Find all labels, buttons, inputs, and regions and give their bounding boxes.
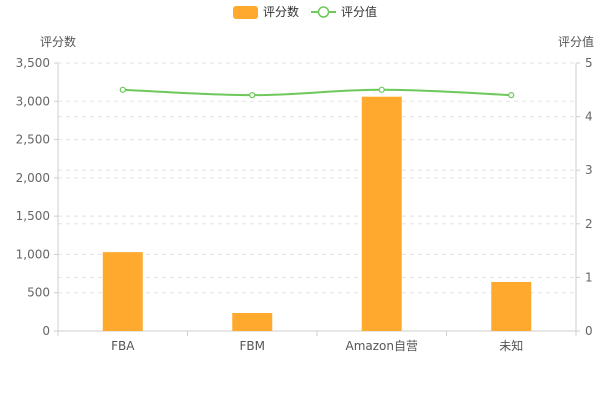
legend-label-line: 评分值 [341, 4, 377, 19]
y-left-tick-label: 500 [27, 286, 50, 300]
y-right-tick-label: 5 [585, 56, 593, 70]
y-right-axis-title: 评分值 [558, 34, 594, 49]
bar-3[interactable] [361, 96, 402, 331]
y-right-tick-label: 1 [585, 270, 593, 284]
bar-1[interactable] [102, 252, 143, 331]
y-right-tick-label: 3 [585, 163, 593, 177]
y-left-tick-label: 1,500 [16, 209, 50, 223]
line-path [122, 88, 512, 97]
grid-lines [58, 62, 576, 294]
legend-label-bar: 评分数 [263, 4, 299, 19]
y-left-axis-title: 评分数 [40, 34, 76, 49]
axes: 0 500 1,000 1,500 2,000 2,500 3,000 3,500 0 1 2 3 4 5… [16, 34, 594, 353]
y-left-tick-label: 2,500 [16, 133, 50, 147]
line-point-4[interactable] [508, 92, 515, 99]
legend-swatch-line-marker [317, 6, 330, 18]
x-tick-label: FBA [111, 339, 135, 353]
x-tick-label: 未知 [499, 339, 523, 353]
line-series [119, 86, 515, 99]
y-left-tick-label: 1,000 [16, 247, 50, 261]
legend[interactable]: 评分数 评分值 [233, 4, 377, 19]
x-tick-label: Amazon自营 [346, 339, 419, 353]
line-point-2[interactable] [249, 92, 256, 99]
x-tick-label: FBM [240, 339, 266, 353]
y-left-tick-label: 0 [42, 324, 50, 338]
y-left-tick-label: 3,000 [16, 94, 50, 108]
bar-series [102, 96, 532, 331]
line-point-3[interactable] [378, 86, 385, 93]
y-left-tick-label: 3,500 [16, 56, 50, 70]
y-left-tick-label: 2,000 [16, 171, 50, 185]
bar-4[interactable] [491, 281, 532, 331]
y-right-tick-label: 2 [585, 217, 593, 231]
legend-swatch-bar[interactable] [233, 6, 258, 19]
y-right-tick-label: 4 [585, 110, 593, 124]
y-right-tick-label: 0 [585, 324, 593, 338]
bar-2[interactable] [232, 313, 273, 331]
line-point-1[interactable] [119, 86, 126, 93]
